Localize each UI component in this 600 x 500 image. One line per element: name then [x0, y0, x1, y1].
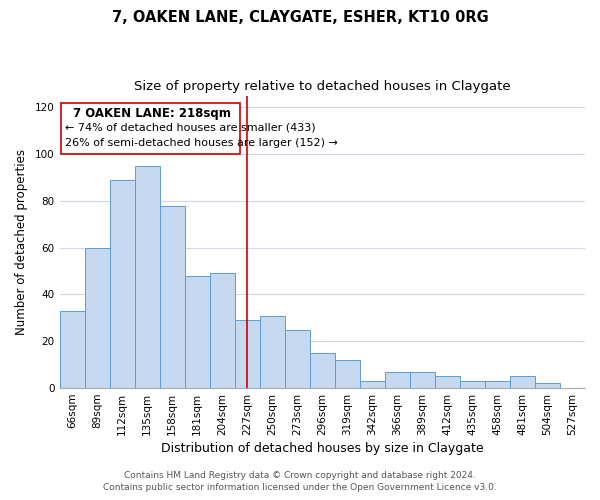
Bar — [134, 166, 160, 388]
Title: Size of property relative to detached houses in Claygate: Size of property relative to detached ho… — [134, 80, 511, 93]
Text: 7 OAKEN LANE: 218sqm: 7 OAKEN LANE: 218sqm — [73, 108, 230, 120]
Bar — [285, 330, 310, 388]
Y-axis label: Number of detached properties: Number of detached properties — [15, 149, 28, 335]
Text: 7, OAKEN LANE, CLAYGATE, ESHER, KT10 0RG: 7, OAKEN LANE, CLAYGATE, ESHER, KT10 0RG — [112, 10, 488, 25]
Bar — [160, 206, 185, 388]
Text: ← 74% of detached houses are smaller (433): ← 74% of detached houses are smaller (43… — [65, 122, 315, 132]
Bar — [235, 320, 260, 388]
Bar — [385, 372, 410, 388]
Text: Contains HM Land Registry data © Crown copyright and database right 2024.
Contai: Contains HM Land Registry data © Crown c… — [103, 471, 497, 492]
Bar — [185, 276, 209, 388]
Bar — [260, 316, 285, 388]
Bar — [535, 384, 560, 388]
Bar — [310, 353, 335, 388]
Bar — [209, 274, 235, 388]
Bar — [460, 381, 485, 388]
FancyBboxPatch shape — [61, 102, 240, 154]
Bar — [110, 180, 134, 388]
Bar — [59, 311, 85, 388]
Text: 26% of semi-detached houses are larger (152) →: 26% of semi-detached houses are larger (… — [65, 138, 337, 147]
Bar — [360, 381, 385, 388]
Bar — [435, 376, 460, 388]
Bar — [485, 381, 510, 388]
Bar — [335, 360, 360, 388]
Bar — [410, 372, 435, 388]
Bar — [85, 248, 110, 388]
X-axis label: Distribution of detached houses by size in Claygate: Distribution of detached houses by size … — [161, 442, 484, 455]
Bar — [510, 376, 535, 388]
